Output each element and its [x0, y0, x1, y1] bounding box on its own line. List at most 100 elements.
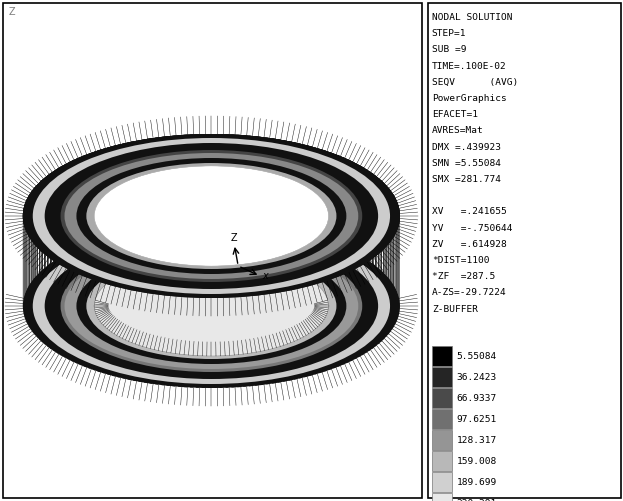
Text: 128.317: 128.317 — [457, 435, 497, 444]
Polygon shape — [31, 240, 32, 331]
Polygon shape — [196, 135, 199, 225]
Polygon shape — [266, 295, 269, 385]
Text: 66.9337: 66.9337 — [457, 393, 497, 402]
Bar — [432, 346, 452, 366]
Polygon shape — [178, 297, 181, 387]
Polygon shape — [393, 237, 394, 328]
Polygon shape — [173, 297, 175, 387]
Polygon shape — [346, 159, 349, 250]
Polygon shape — [64, 268, 65, 358]
Polygon shape — [34, 245, 36, 336]
Polygon shape — [138, 292, 141, 382]
Polygon shape — [27, 197, 29, 288]
Polygon shape — [50, 259, 52, 350]
Ellipse shape — [60, 151, 362, 283]
Polygon shape — [375, 256, 376, 347]
Polygon shape — [386, 185, 387, 276]
Polygon shape — [333, 154, 336, 245]
Text: 36.2423: 36.2423 — [457, 372, 497, 381]
Polygon shape — [32, 242, 34, 334]
Polygon shape — [272, 294, 275, 384]
Polygon shape — [378, 254, 379, 345]
Polygon shape — [372, 174, 374, 265]
Text: Z: Z — [9, 7, 16, 17]
Polygon shape — [117, 145, 120, 235]
Polygon shape — [219, 298, 222, 388]
Polygon shape — [351, 161, 353, 252]
Ellipse shape — [94, 167, 328, 267]
Text: 220.391: 220.391 — [457, 498, 497, 501]
Ellipse shape — [94, 257, 328, 356]
Ellipse shape — [60, 151, 362, 283]
Polygon shape — [338, 156, 340, 246]
Ellipse shape — [45, 233, 378, 379]
Text: *DIST=1100: *DIST=1100 — [432, 256, 489, 265]
Ellipse shape — [77, 248, 346, 364]
Text: SMX =281.774: SMX =281.774 — [432, 175, 501, 184]
Text: 159.008: 159.008 — [457, 456, 497, 465]
Polygon shape — [272, 139, 275, 229]
Text: SEQV      (AVG): SEQV (AVG) — [432, 78, 518, 87]
Polygon shape — [277, 140, 280, 230]
Polygon shape — [369, 261, 371, 351]
Polygon shape — [320, 283, 322, 373]
Ellipse shape — [94, 167, 328, 267]
Polygon shape — [390, 242, 391, 333]
Polygon shape — [375, 176, 376, 267]
Ellipse shape — [23, 135, 400, 299]
Polygon shape — [64, 165, 65, 256]
Bar — [432, 472, 452, 492]
Text: 189.699: 189.699 — [457, 477, 497, 486]
Polygon shape — [381, 180, 382, 272]
Polygon shape — [190, 135, 193, 225]
Polygon shape — [266, 138, 269, 228]
Polygon shape — [315, 285, 317, 375]
Polygon shape — [128, 290, 130, 380]
Polygon shape — [343, 158, 345, 248]
Polygon shape — [34, 187, 36, 278]
Polygon shape — [71, 271, 73, 362]
Polygon shape — [207, 135, 211, 224]
Ellipse shape — [72, 156, 350, 278]
Polygon shape — [283, 292, 286, 382]
Ellipse shape — [65, 154, 358, 280]
Polygon shape — [161, 137, 164, 227]
Polygon shape — [255, 296, 258, 386]
Polygon shape — [27, 235, 29, 326]
Polygon shape — [207, 299, 211, 388]
Polygon shape — [388, 244, 389, 335]
Polygon shape — [107, 148, 110, 238]
Polygon shape — [260, 295, 264, 385]
Polygon shape — [196, 298, 199, 388]
Ellipse shape — [23, 135, 400, 299]
Polygon shape — [338, 277, 340, 367]
Polygon shape — [112, 286, 115, 377]
Polygon shape — [219, 135, 222, 224]
Polygon shape — [393, 195, 394, 286]
Ellipse shape — [45, 144, 378, 290]
Polygon shape — [37, 247, 38, 338]
Polygon shape — [226, 135, 229, 225]
Polygon shape — [226, 298, 229, 388]
Polygon shape — [47, 257, 49, 348]
Ellipse shape — [65, 154, 358, 280]
Polygon shape — [329, 153, 331, 243]
Polygon shape — [294, 290, 297, 380]
Polygon shape — [31, 192, 32, 283]
Polygon shape — [310, 286, 312, 376]
Polygon shape — [283, 141, 286, 231]
Ellipse shape — [77, 159, 346, 275]
Polygon shape — [155, 295, 158, 385]
Text: DMX =.439923: DMX =.439923 — [432, 142, 501, 151]
Polygon shape — [133, 142, 136, 232]
Polygon shape — [37, 184, 38, 276]
Bar — [432, 493, 452, 501]
Polygon shape — [97, 151, 100, 241]
Polygon shape — [277, 293, 280, 383]
Polygon shape — [249, 297, 252, 387]
Bar — [432, 388, 452, 408]
Polygon shape — [75, 273, 77, 364]
Text: A-ZS=-29.7224: A-ZS=-29.7224 — [432, 288, 506, 297]
Polygon shape — [44, 255, 45, 345]
Bar — [432, 451, 452, 471]
